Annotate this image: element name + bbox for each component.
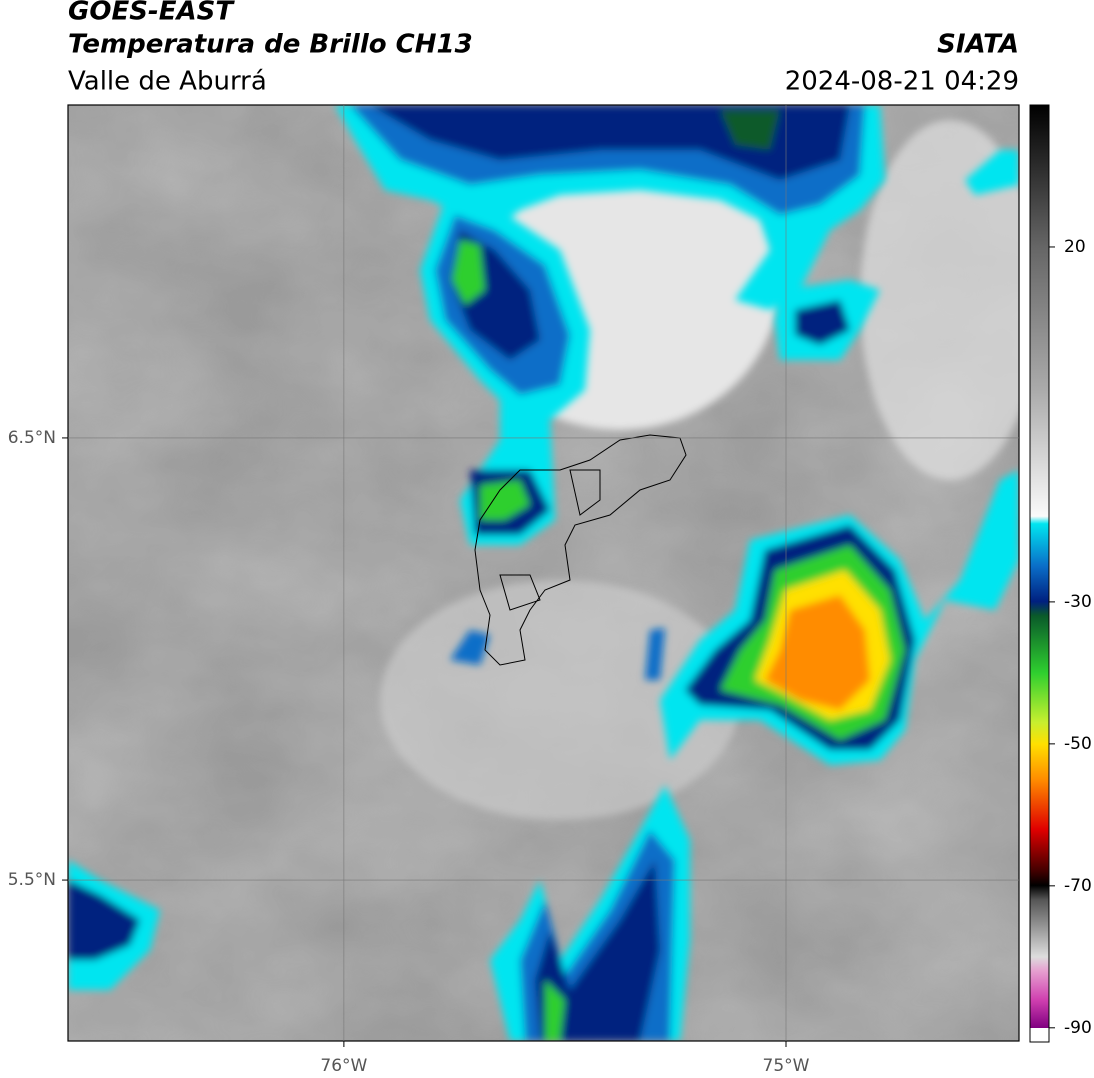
colorbar-tick-label: -70: [1064, 876, 1092, 896]
title: GOES-EAST: [68, 0, 235, 27]
colorbar-tick-label: -50: [1064, 734, 1092, 754]
y-tick-label: 5.5°N: [8, 870, 56, 890]
subtitle: Temperatura de Brillo CH13: [68, 30, 473, 60]
colorbar: [1029, 104, 1050, 1043]
x-tick-label: 76°W: [320, 1056, 367, 1076]
map-frame: [67, 104, 1020, 1042]
colorbar-tick-label: 20: [1064, 237, 1086, 257]
satellite-image: [68, 105, 1019, 1041]
datetime: 2024-08-21 04:29: [785, 67, 1019, 97]
colorbar-tick-label: -30: [1064, 592, 1092, 612]
y-tick-label: 6.5°N: [8, 428, 56, 448]
region: Valle de Aburrá: [68, 67, 267, 97]
source: SIATA: [937, 30, 1019, 60]
colorbar-tick-label: -90: [1064, 1018, 1092, 1038]
x-tick-label: 75°W: [763, 1056, 810, 1076]
